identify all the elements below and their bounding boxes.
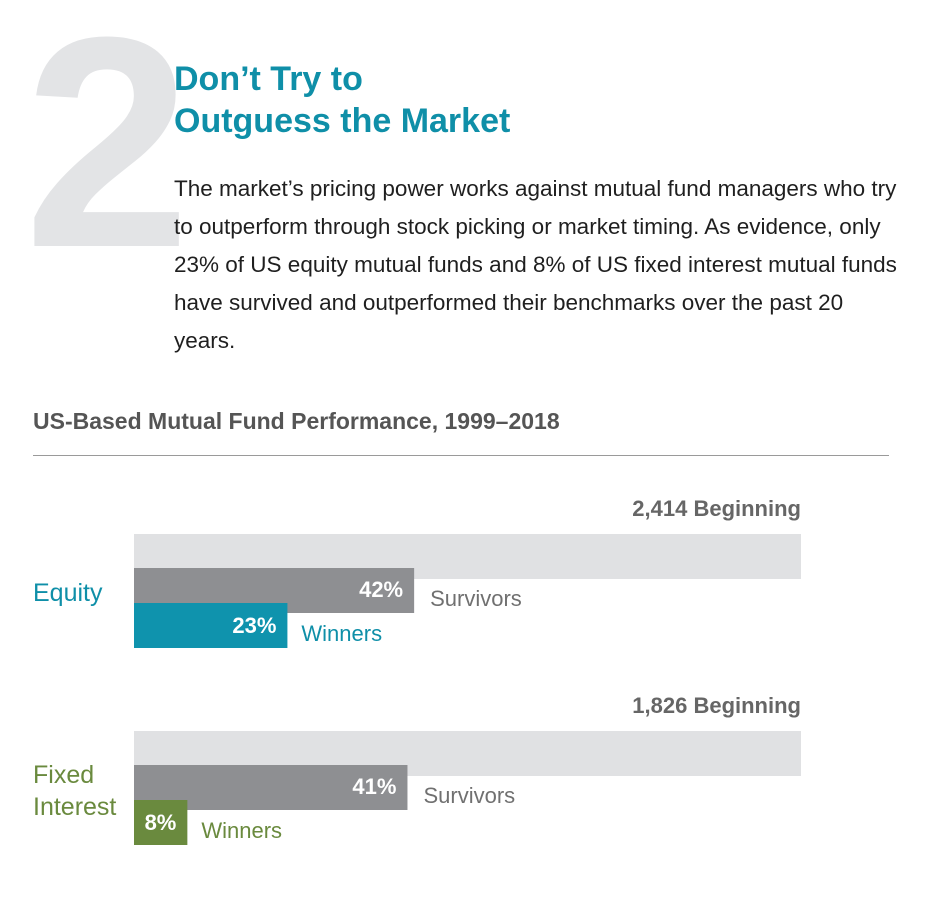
chart-title: US-Based Mutual Fund Performance, 1999–2… bbox=[33, 408, 560, 434]
page-title-line-1: Don’t Try to bbox=[174, 60, 363, 98]
page-title-line-2: Outguess the Market bbox=[174, 102, 511, 140]
fixed-interest-category-label-line-2: Interest bbox=[33, 793, 116, 821]
equity-winners-text: Winners bbox=[301, 621, 382, 646]
equity-winners-value: 23% bbox=[232, 613, 276, 638]
fixed-interest-winners-bar bbox=[134, 800, 188, 845]
fixed-interest-winners-text: Winners bbox=[201, 818, 282, 843]
body-paragraph: The market’s pricing power works against… bbox=[174, 176, 897, 353]
fixed-interest-beginning-label: 1,826 Beginning bbox=[632, 693, 801, 718]
section-number: 2 bbox=[24, 0, 191, 310]
fixed-interest-winners-value: 8% bbox=[145, 810, 177, 835]
chart-divider bbox=[33, 455, 889, 456]
fixed-interest-survivors-text: Survivors bbox=[423, 783, 515, 808]
fixed-interest-category-label-line-1: Fixed bbox=[33, 761, 94, 789]
equity-category-label-line-1: Equity bbox=[33, 579, 103, 607]
equity-winners-bar bbox=[134, 603, 288, 648]
page-title: Don’t Try to Outguess the Market bbox=[174, 58, 510, 142]
equity-beginning-label: 2,414 Beginning bbox=[632, 496, 801, 521]
equity-survivors-text: Survivors bbox=[430, 586, 522, 611]
equity-survivors-value: 42% bbox=[359, 577, 403, 602]
fixed-interest-survivors-value: 41% bbox=[352, 774, 396, 799]
